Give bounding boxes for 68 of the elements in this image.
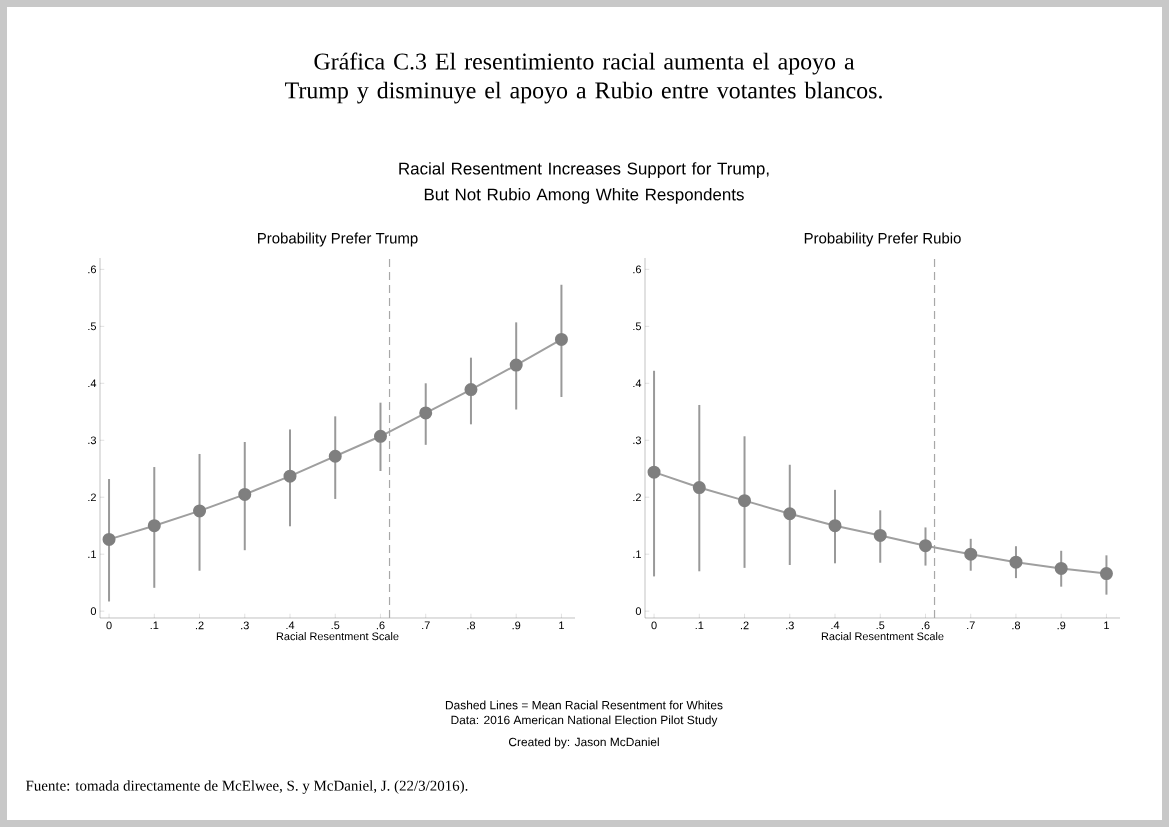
y-tick-label: .6 bbox=[88, 265, 96, 274]
x-tick-label: .4 bbox=[831, 621, 840, 630]
x-tick-label: 0 bbox=[106, 621, 112, 630]
point bbox=[647, 465, 661, 479]
chart-title: Probability Prefer Rubio bbox=[804, 232, 961, 247]
x-tick-label: .5 bbox=[331, 621, 340, 630]
y-tick-label: .3 bbox=[633, 436, 641, 445]
y-tick-label: .2 bbox=[633, 493, 641, 502]
text: Dashed Lines = Mean Racial Resentment for Whites bbox=[445, 700, 723, 710]
point bbox=[918, 539, 932, 553]
point bbox=[238, 487, 252, 501]
point bbox=[692, 481, 706, 495]
point bbox=[738, 494, 752, 508]
x-tick-label: .7 bbox=[422, 621, 430, 630]
point bbox=[419, 406, 433, 420]
text: Data: 2016 American National Election Pilot Study bbox=[451, 715, 718, 727]
x-tick-label: .8 bbox=[1012, 621, 1021, 630]
x-tick-label: .2 bbox=[195, 621, 204, 630]
point bbox=[328, 449, 342, 463]
x-tick-label: .1 bbox=[695, 621, 704, 630]
point bbox=[464, 383, 478, 397]
y-tick-label: .1 bbox=[88, 550, 96, 558]
point bbox=[102, 532, 116, 546]
y-tick-label: .3 bbox=[88, 436, 96, 445]
x-tick-label: 1 bbox=[1104, 621, 1109, 630]
x-axis-title: Racial Resentment Scale bbox=[821, 632, 944, 641]
y-tick-label: 0 bbox=[635, 607, 642, 616]
point bbox=[509, 358, 523, 372]
point bbox=[283, 469, 297, 483]
x-tick-label: .3 bbox=[786, 621, 794, 630]
y-tick-label: .5 bbox=[88, 322, 97, 331]
x-tick-label: .9 bbox=[512, 621, 521, 630]
y-tick-label: 0 bbox=[90, 607, 97, 616]
point bbox=[554, 332, 568, 346]
point bbox=[147, 519, 161, 533]
x-tick-label: .6 bbox=[376, 621, 385, 630]
point bbox=[1054, 561, 1068, 575]
x-tick-label: .5 bbox=[876, 621, 885, 630]
source-note: Fuente: tomada directamente de McElwee, S. y McDaniel, J. (22/3/2016). bbox=[25, 780, 468, 794]
x-tick-label: .1 bbox=[150, 621, 159, 630]
x-axis-title: Racial Resentment Scale bbox=[276, 632, 399, 641]
point bbox=[193, 504, 207, 518]
x-tick-label: .2 bbox=[740, 621, 749, 630]
x-tick-label: 1 bbox=[559, 621, 564, 630]
x-tick-label: 0 bbox=[651, 621, 657, 630]
point bbox=[873, 528, 887, 542]
x-tick-label: .3 bbox=[241, 621, 249, 630]
y-tick-label: .1 bbox=[633, 550, 641, 558]
y-tick-label: .6 bbox=[633, 265, 641, 274]
point bbox=[1099, 567, 1113, 581]
y-tick-label: .4 bbox=[88, 379, 97, 388]
x-tick-label: .6 bbox=[921, 621, 930, 630]
x-tick-label: .4 bbox=[286, 621, 295, 630]
x-tick-label: .7 bbox=[967, 621, 975, 630]
point bbox=[373, 429, 387, 443]
text: Gráfica C.3 El resentimiento racial aumenta el apoyo a Trump y disminuye el apoyo a Rubio entre votantes blancos. bbox=[285, 52, 882, 104]
x-tick-label: .9 bbox=[1057, 621, 1066, 630]
point bbox=[783, 507, 797, 521]
text: Created by: Jason McDaniel bbox=[508, 737, 659, 749]
y-tick-label: .4 bbox=[633, 379, 642, 388]
y-tick-label: .2 bbox=[88, 493, 96, 502]
chart-title: Probability Prefer Trump bbox=[258, 232, 418, 247]
point bbox=[964, 547, 978, 561]
y-tick-label: .5 bbox=[633, 322, 642, 331]
text: Racial Resentment Increases Support for Trump, But Not Rubio Among White Respondents bbox=[399, 162, 769, 204]
point bbox=[1009, 555, 1023, 569]
x-tick-label: .8 bbox=[467, 621, 476, 630]
point bbox=[828, 519, 842, 533]
